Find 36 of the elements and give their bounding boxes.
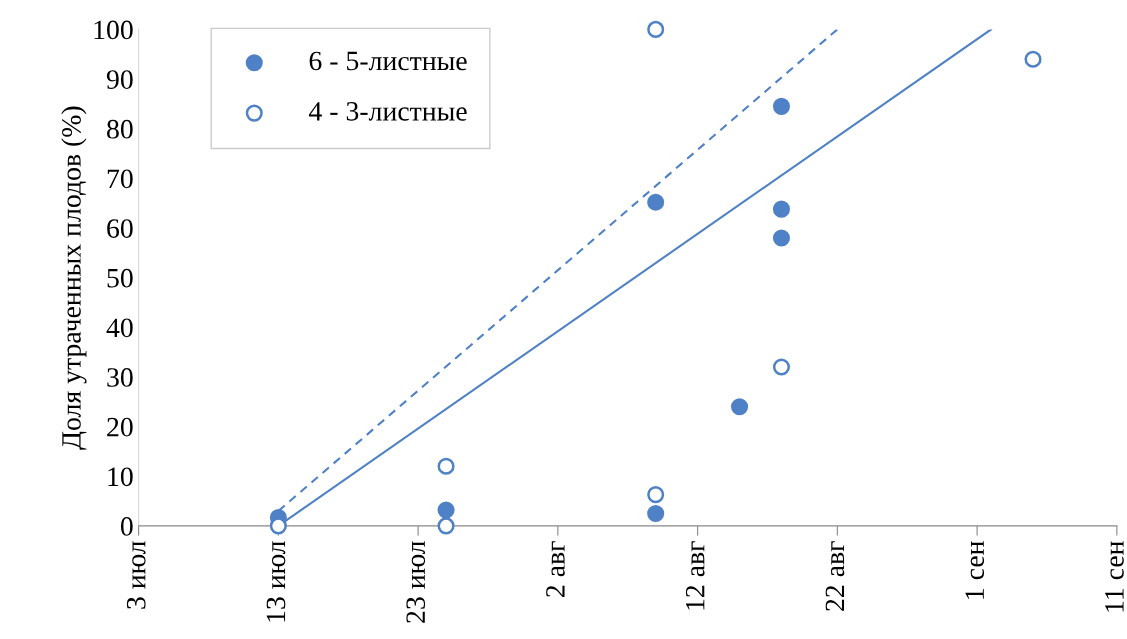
y-tick-label: 50 <box>107 268 133 288</box>
point <box>1024 50 1042 68</box>
legend-label: 4 - 3-листные <box>308 102 467 121</box>
point <box>437 517 455 535</box>
point <box>772 358 790 376</box>
point <box>437 501 455 519</box>
point <box>647 504 665 523</box>
x-tick-label: 23 июл <box>406 541 426 623</box>
x-tick-label: 3 июл <box>126 541 146 609</box>
y-tick-label: 60 <box>107 219 133 238</box>
y-tick-label: 40 <box>106 318 133 338</box>
point <box>647 486 665 504</box>
x-tick-label: 12 авг <box>685 541 705 610</box>
y-tick-label: 30 <box>107 368 133 387</box>
x-tick-label: 13 июл <box>266 541 286 622</box>
legend-label: 6 - 5-листные <box>309 51 467 71</box>
point <box>772 229 790 247</box>
y-tick-label: 70 <box>107 169 133 189</box>
x-tick-label: 1 сен <box>965 541 985 599</box>
point <box>731 398 749 416</box>
point <box>437 457 455 475</box>
y-axis-title: Доля утраченных плодов (%) <box>61 106 87 450</box>
x-tick-label: 22 авг <box>825 541 845 611</box>
y-tick-label: 100 <box>94 20 133 40</box>
y-tick-label: 90 <box>106 70 133 89</box>
x-tick-label: 2 авг <box>546 541 565 597</box>
y-tick-label: 20 <box>107 417 133 437</box>
point <box>647 193 665 211</box>
point <box>772 200 790 218</box>
y-tick-label: 80 <box>107 119 133 139</box>
point <box>772 97 790 115</box>
point <box>647 20 665 38</box>
y-tick-label: 10 <box>108 467 133 487</box>
point <box>269 517 287 535</box>
x-tick-label: 11 сен <box>1105 541 1124 612</box>
y-tick-label: 0 <box>120 517 133 536</box>
